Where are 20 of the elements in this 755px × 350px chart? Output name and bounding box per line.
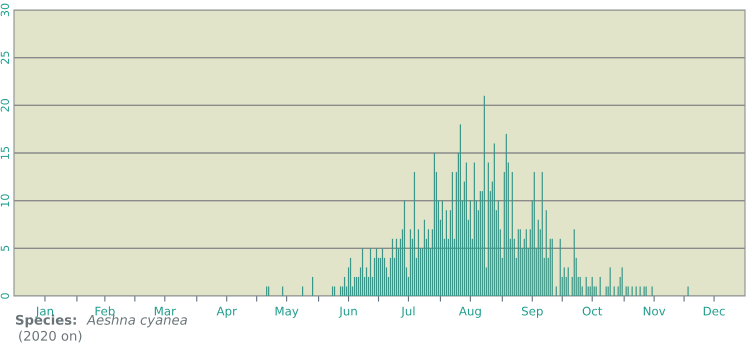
x-tick-label: Jun	[338, 306, 357, 318]
y-tick-label: 15	[0, 146, 10, 159]
x-tick-label: Feb	[96, 306, 115, 316]
text: (2020 on)	[19, 330, 82, 342]
x-tick-label: Mar	[154, 306, 176, 316]
y-tick-label: 5	[0, 246, 10, 252]
x-tick-label: Aug	[458, 306, 481, 318]
y-tick-label: 20	[0, 99, 10, 112]
x-tick-label: Oct	[582, 306, 602, 316]
x-tick-label: Sep	[522, 306, 543, 318]
x-tick-label: Jul	[400, 306, 414, 318]
x-tick-label: Nov	[644, 306, 666, 316]
y-tick-label: 30	[0, 4, 10, 16]
y-tick-label: 25	[0, 52, 10, 64]
x-tick-label: Apr	[216, 306, 237, 318]
x-tick-label: Dec	[704, 306, 725, 316]
text: Aeshna cyanea	[86, 314, 187, 328]
y-tick-label: 10	[0, 194, 10, 207]
x-tick-label: May	[276, 306, 298, 318]
y-tick-label: 0	[0, 293, 10, 299]
